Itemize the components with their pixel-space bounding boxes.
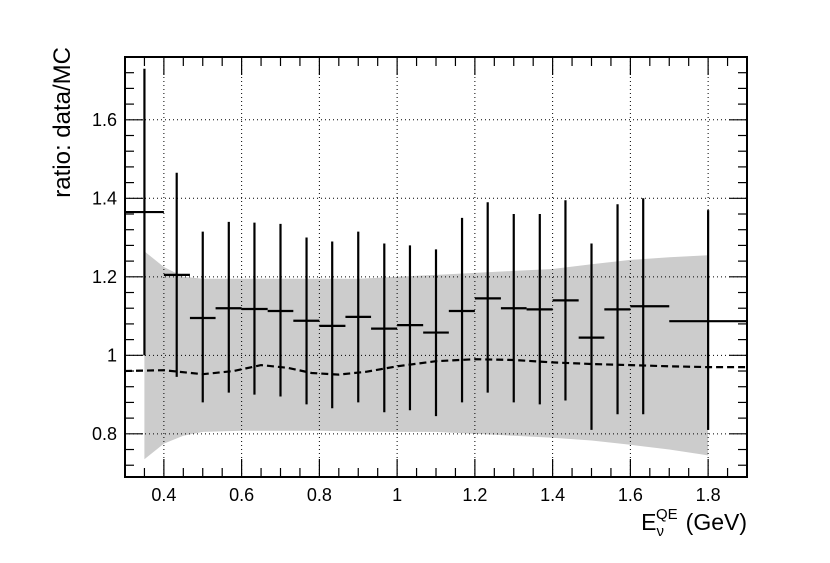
data-point bbox=[215, 221, 242, 393]
x-tick-label: 1.6 bbox=[618, 485, 643, 505]
x-tick-label: 0.6 bbox=[229, 485, 254, 505]
x-tick-label: 1 bbox=[392, 485, 402, 505]
axis-layer: 0.4 0.6 0.8 1 1.2 1.4 1.6 1.8 0.8 1 1.2 1.4 1.6 bbox=[92, 56, 748, 505]
data-point bbox=[526, 214, 553, 405]
data-point bbox=[604, 204, 631, 415]
y-axis-label: ratio: data/MC bbox=[49, 47, 76, 198]
data-point bbox=[267, 223, 294, 397]
data-point bbox=[500, 214, 527, 403]
data-point bbox=[578, 243, 605, 430]
uncertainty-band-layer bbox=[144, 251, 709, 460]
data-point bbox=[189, 231, 216, 403]
x-axis-label-main: E bbox=[641, 509, 656, 535]
data-point bbox=[345, 231, 372, 403]
data-points-layer bbox=[125, 68, 747, 430]
x-tick-label: 1.8 bbox=[696, 485, 721, 505]
data-point bbox=[669, 210, 747, 430]
y-tick-label: 1.6 bbox=[92, 110, 117, 130]
data-point bbox=[125, 68, 164, 356]
data-point bbox=[448, 217, 475, 403]
x-tick-label: 1.4 bbox=[540, 485, 565, 505]
data-point bbox=[552, 200, 579, 401]
x-axis-label-superscript: QE bbox=[656, 506, 678, 523]
x-tick-label: 1.2 bbox=[462, 485, 487, 505]
y-tick-label: 1.4 bbox=[92, 188, 117, 208]
data-point bbox=[630, 198, 670, 415]
dashed-line-layer bbox=[124, 358, 747, 376]
x-axis-label: EνQE (GeV) bbox=[641, 506, 747, 540]
data-point bbox=[474, 202, 501, 393]
data-point bbox=[423, 249, 449, 417]
data-point bbox=[163, 172, 190, 377]
dashed-line bbox=[124, 358, 747, 376]
x-tick-label: 0.8 bbox=[307, 485, 332, 505]
uncertainty-band bbox=[144, 251, 709, 460]
data-point bbox=[397, 245, 424, 411]
data-point bbox=[241, 222, 268, 395]
data-point bbox=[371, 243, 398, 413]
label-layer: ratio: data/MC EνQE (GeV) bbox=[49, 47, 747, 540]
data-point bbox=[319, 241, 346, 409]
x-axis-label-subscript: ν bbox=[656, 523, 664, 540]
x-axis-label-unit: (GeV) bbox=[686, 509, 747, 535]
y-tick-label: 1 bbox=[107, 345, 117, 365]
y-tick-label: 1.2 bbox=[92, 267, 117, 287]
x-tick-label: 0.4 bbox=[151, 485, 176, 505]
y-tick-label: 0.8 bbox=[92, 424, 117, 444]
data-point bbox=[293, 237, 320, 405]
